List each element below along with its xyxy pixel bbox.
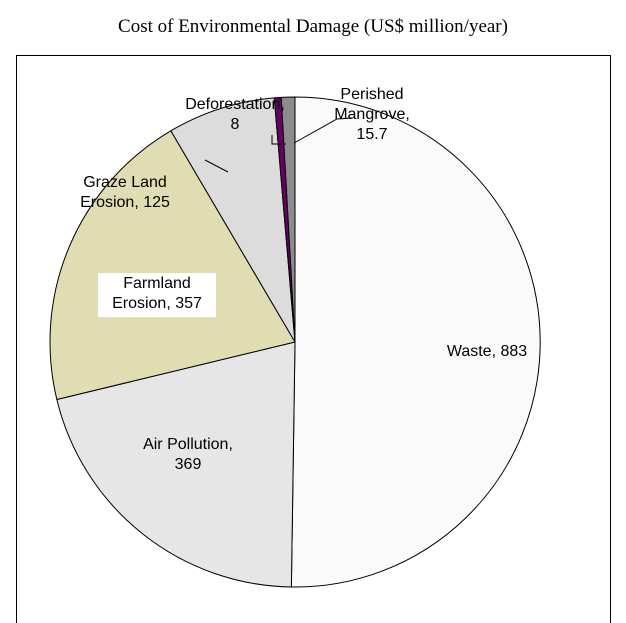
data-label-farmland-erosion-line-2: Erosion, 357 [112,295,202,312]
data-label-box-farmland-erosion [98,273,216,317]
pie-slice-waste [290,96,541,588]
leader-line-graze-land-erosion [204,159,229,173]
pie-slice-air-pollution [56,341,296,588]
leader-line-deforestation [271,135,286,145]
data-label-perished-mangrove-line-2: Mangrove, [334,106,410,123]
data-label-graze-land-erosion-line-1: Graze Land [83,174,167,191]
data-label-deforestation-line-1: Deforestation, [185,96,285,113]
data-label-graze-land-erosion-line-2: Erosion, 125 [80,194,170,211]
data-label-air-pollution-line-2: 369 [175,456,202,473]
pie-slice-farmland-erosion [49,130,296,400]
pie-slice-perished-mangrove [280,96,296,343]
data-label-farmland-erosion-line-1: Farmland [123,275,191,292]
data-label-deforestation-line-2: 8 [231,116,240,133]
data-label-waste-line-1: Waste, 883 [447,343,527,360]
chart-title: Cost of Environmental Damage (US$ millio… [118,16,508,37]
pie-slice-graze-land-erosion [170,97,296,343]
leader-line-perished-mangrove [293,117,353,144]
data-label-perished-mangrove-line-3: 15.7 [356,126,387,143]
data-label-perished-mangrove-line-1: Perished [340,86,403,103]
data-label-air-pollution-line-1: Air Pollution, [143,436,233,453]
